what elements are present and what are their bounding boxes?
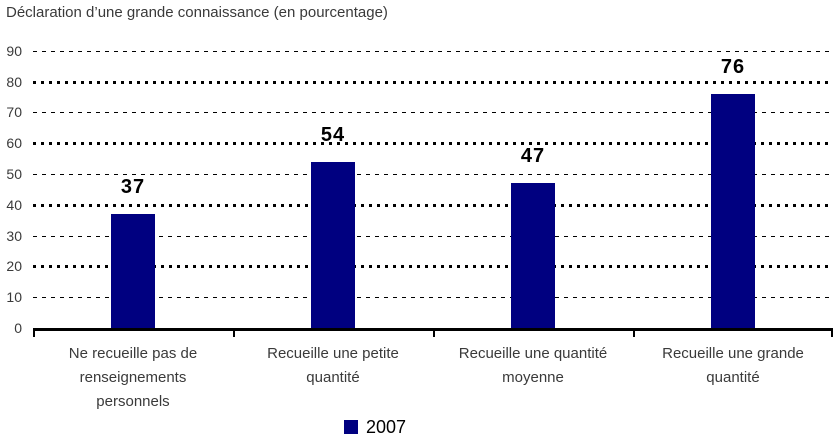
bar-value-label-2: 47 bbox=[520, 145, 546, 168]
gridline-10 bbox=[33, 297, 833, 299]
bar-value-label-3: 76 bbox=[720, 55, 746, 78]
bar-value-label-1: 54 bbox=[320, 123, 346, 146]
legend-swatch-2007 bbox=[344, 420, 358, 434]
legend: 2007 bbox=[344, 418, 406, 436]
y-tick-label-30: 30 bbox=[6, 227, 22, 244]
y-tick-label-50: 50 bbox=[6, 166, 22, 182]
y-tick-label-60: 60 bbox=[6, 135, 22, 152]
gridline-60 bbox=[33, 142, 833, 146]
bar-2007-0 bbox=[111, 214, 155, 328]
gridline-90 bbox=[33, 50, 833, 52]
x-axis-tick-2 bbox=[433, 328, 435, 337]
y-tick-label-0: 0 bbox=[14, 320, 22, 336]
y-tick-label-10: 10 bbox=[6, 289, 22, 306]
y-tick-label-80: 80 bbox=[6, 73, 22, 90]
gridline-30 bbox=[33, 235, 833, 237]
category-label-1: Recueille une petite quantité bbox=[267, 345, 399, 386]
x-axis-tick-1 bbox=[233, 328, 235, 337]
y-tick-label-90: 90 bbox=[6, 42, 22, 59]
category-label-3: Recueille une grande quantité bbox=[662, 345, 804, 386]
gridline-70 bbox=[33, 112, 833, 114]
gridline-50 bbox=[33, 174, 833, 175]
y-tick-label-20: 20 bbox=[6, 258, 22, 275]
gridline-80 bbox=[33, 80, 833, 84]
x-axis-tick-3 bbox=[633, 328, 635, 337]
bar-2007-1 bbox=[311, 161, 355, 328]
category-label-0: Ne recueille pas de renseignements perso… bbox=[68, 345, 198, 410]
y-tick-label-70: 70 bbox=[6, 104, 22, 121]
y-tick-label-40: 40 bbox=[6, 196, 22, 213]
bar-value-label-0: 37 bbox=[120, 176, 146, 199]
chart-title: Déclaration d’une grande connaissance (e… bbox=[6, 4, 388, 21]
bar-2007-2 bbox=[511, 183, 555, 328]
category-label-2: Recueille une quantité moyenne bbox=[458, 345, 608, 386]
gridline-40 bbox=[33, 203, 833, 207]
x-axis-tick-4 bbox=[831, 328, 833, 337]
gridline-20 bbox=[33, 265, 833, 269]
x-axis-tick-0 bbox=[33, 328, 35, 337]
bar-2007-3 bbox=[711, 93, 755, 328]
legend-label: 2007 bbox=[366, 417, 407, 437]
